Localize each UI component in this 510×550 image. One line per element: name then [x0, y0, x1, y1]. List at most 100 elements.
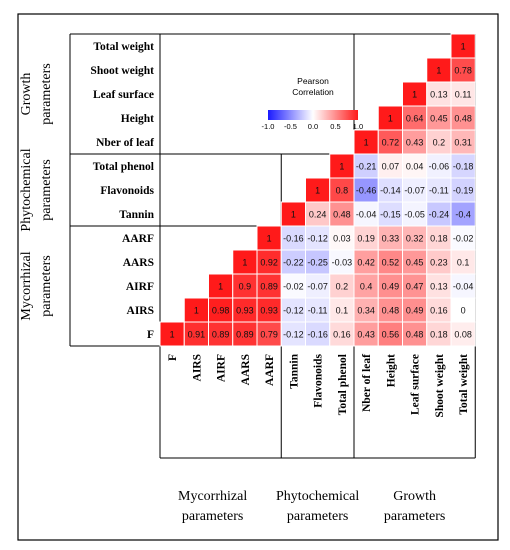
column-label: AARS [240, 354, 252, 385]
legend-tick-label: -1.0 [262, 122, 275, 131]
heatmap-cell-flavonoids-flavonoids [305, 177, 331, 203]
cell-value-aarf-aarf: 1 [267, 234, 272, 244]
legend-title: Pearson [297, 76, 329, 86]
row-label: F [147, 329, 154, 341]
cell-value-airs-total-phenol: 0.1 [336, 306, 349, 316]
heatmap-cell-airf-total-phenol [329, 273, 355, 299]
cell-value-f-f: 1 [170, 330, 175, 340]
heatmap-cell-shoot-weight-shoot-weight [426, 57, 452, 83]
cell-value-aarf-total-phenol: 0.03 [333, 234, 351, 244]
heatmap-cell-aarf-nber-of-leaf [353, 225, 379, 251]
cell-value-tannin-height: -0.15 [380, 210, 401, 220]
group-label-bottom-phytochemical: parameters [287, 509, 348, 524]
cell-value-flavonoids-leaf-surface: -0.07 [404, 186, 425, 196]
heatmap-cell-flavonoids-total-weight [450, 177, 476, 203]
column-label: Total weight [458, 354, 470, 415]
cell-value-height-height: 1 [388, 114, 393, 124]
cell-value-aarf-leaf-surface: 0.32 [406, 234, 424, 244]
heatmap-cell-airs-leaf-surface [402, 297, 428, 323]
heatmap-cell-airf-aars [232, 273, 258, 299]
cell-value-flavonoids-nber-of-leaf: -0.46 [356, 186, 377, 196]
cell-value-f-flavonoids: -0.16 [307, 330, 328, 340]
column-label: AARF [264, 354, 276, 386]
row-label: Leaf surface [93, 89, 154, 101]
heatmap-cell-aars-height [377, 249, 403, 275]
cell-value-height-shoot-weight: 0.45 [430, 114, 448, 124]
cell-value-f-airf: 0.89 [212, 330, 230, 340]
heatmap-cell-total-weight-total-weight [450, 33, 476, 59]
group-label-bottom-mycorrhizal: parameters [182, 509, 243, 524]
heatmap-cell-airs-tannin [280, 297, 306, 323]
cell-value-total-phenol-leaf-surface: 0.04 [406, 162, 424, 172]
cell-value-nber-of-leaf-total-weight: 0.31 [454, 138, 472, 148]
column-labels: F AIRS AIRF AARS AARF Tannin Flavonoids Total p… [167, 353, 470, 417]
cell-value-leaf-surface-leaf-surface: 1 [412, 90, 417, 100]
group-label-left-growth: Growth [19, 73, 34, 116]
group-label-bottom-growth: parameters [384, 509, 445, 524]
heatmap-cell-airs-total-phenol [329, 297, 355, 323]
cell-value-total-phenol-nber-of-leaf: -0.21 [356, 162, 377, 172]
column-label: Total phenol [337, 354, 349, 415]
heatmap-cell-f-f [159, 321, 185, 347]
heatmap-cell-aarf-flavonoids [305, 225, 331, 251]
cell-value-aars-leaf-surface: 0.45 [406, 258, 424, 268]
cell-value-flavonoids-flavonoids: 1 [315, 186, 320, 196]
row-label: Total phenol [93, 161, 154, 173]
cell-value-airf-aarf: 0.89 [260, 282, 278, 292]
cell-value-airs-leaf-surface: 0.49 [406, 306, 424, 316]
group-label-left-growth: parameters [39, 63, 54, 124]
heatmap-cell-f-height [377, 321, 403, 347]
heatmap-cell-tannin-tannin [280, 201, 306, 227]
group-label-bottom-growth: Growth [393, 489, 436, 504]
cell-value-aarf-height: 0.33 [382, 234, 400, 244]
heatmap-cell-aarf-aarf [256, 225, 282, 251]
heatmap-cell-tannin-leaf-surface [402, 201, 428, 227]
cell-value-f-aars: 0.89 [236, 330, 254, 340]
legend-tick-label: 0.5 [330, 122, 340, 131]
heatmap-cells: 1 0.91 0.89 0.89 0.79 -0.12 -0.16 0.16 0.43 0.56 0… [159, 33, 476, 347]
cell-value-airs-flavonoids: -0.11 [308, 306, 328, 316]
cell-value-flavonoids-total-phenol: 0.8 [336, 186, 349, 196]
column-label: Nber of leaf [361, 354, 373, 412]
heatmap-cell-aarf-shoot-weight [426, 225, 452, 251]
row-label: AARF [122, 233, 154, 245]
column-label: Leaf surface [410, 354, 422, 415]
cell-value-aarf-shoot-weight: 0.18 [430, 234, 448, 244]
row-label: AARS [123, 257, 154, 269]
cell-value-aars-nber-of-leaf: 0.42 [357, 258, 375, 268]
cell-value-tannin-tannin: 1 [291, 210, 296, 220]
row-label: AIRF [126, 281, 154, 293]
cell-value-f-height: 0.56 [382, 330, 400, 340]
cell-value-airs-airs: 1 [194, 306, 199, 316]
cell-value-airf-total-weight: -0.04 [453, 282, 474, 292]
cell-value-f-shoot-weight: 0.18 [430, 330, 448, 340]
cell-value-shoot-weight-shoot-weight: 1 [436, 66, 441, 76]
cell-value-aars-total-phenol: -0.03 [332, 258, 353, 268]
cell-value-total-phenol-shoot-weight: -0.06 [429, 162, 450, 172]
heatmap-cell-leaf-surface-leaf-surface [402, 81, 428, 107]
cell-value-airs-height: 0.48 [382, 306, 400, 316]
cell-value-leaf-surface-total-weight: 0.11 [455, 90, 472, 100]
cell-value-airf-airf: 1 [218, 282, 223, 292]
group-label-left-mycorrhizal: Mycorrhizal [19, 251, 34, 320]
cell-value-aars-height: 0.52 [382, 258, 400, 268]
heatmap-cell-leaf-surface-total-weight [450, 81, 476, 107]
cell-value-flavonoids-total-weight: -0.19 [453, 186, 474, 196]
heatmap-cell-nber-of-leaf-total-weight [450, 129, 476, 155]
cell-value-tannin-flavonoids: 0.24 [309, 210, 327, 220]
cell-value-f-airs: 0.91 [188, 330, 206, 340]
cell-value-airf-shoot-weight: 0.13 [430, 282, 448, 292]
heatmap-cell-f-tannin [280, 321, 306, 347]
cell-value-nber-of-leaf-leaf-surface: 0.43 [406, 138, 424, 148]
cell-value-aarf-nber-of-leaf: 0.19 [357, 234, 375, 244]
heatmap-cell-flavonoids-leaf-surface [402, 177, 428, 203]
group-labels: Mycorrhizal parameters Mycorrhizal paramete… [19, 63, 445, 524]
heatmap-cell-airf-total-weight [450, 273, 476, 299]
group-label-left-phytochemical: Phytochemical [19, 148, 34, 231]
cell-value-tannin-total-weight: -0.4 [455, 210, 471, 220]
heatmap-cell-tannin-nber-of-leaf [353, 201, 379, 227]
heatmap-cell-f-leaf-surface [402, 321, 428, 347]
column-label: Height [385, 354, 397, 387]
row-label: Tannin [119, 209, 154, 221]
